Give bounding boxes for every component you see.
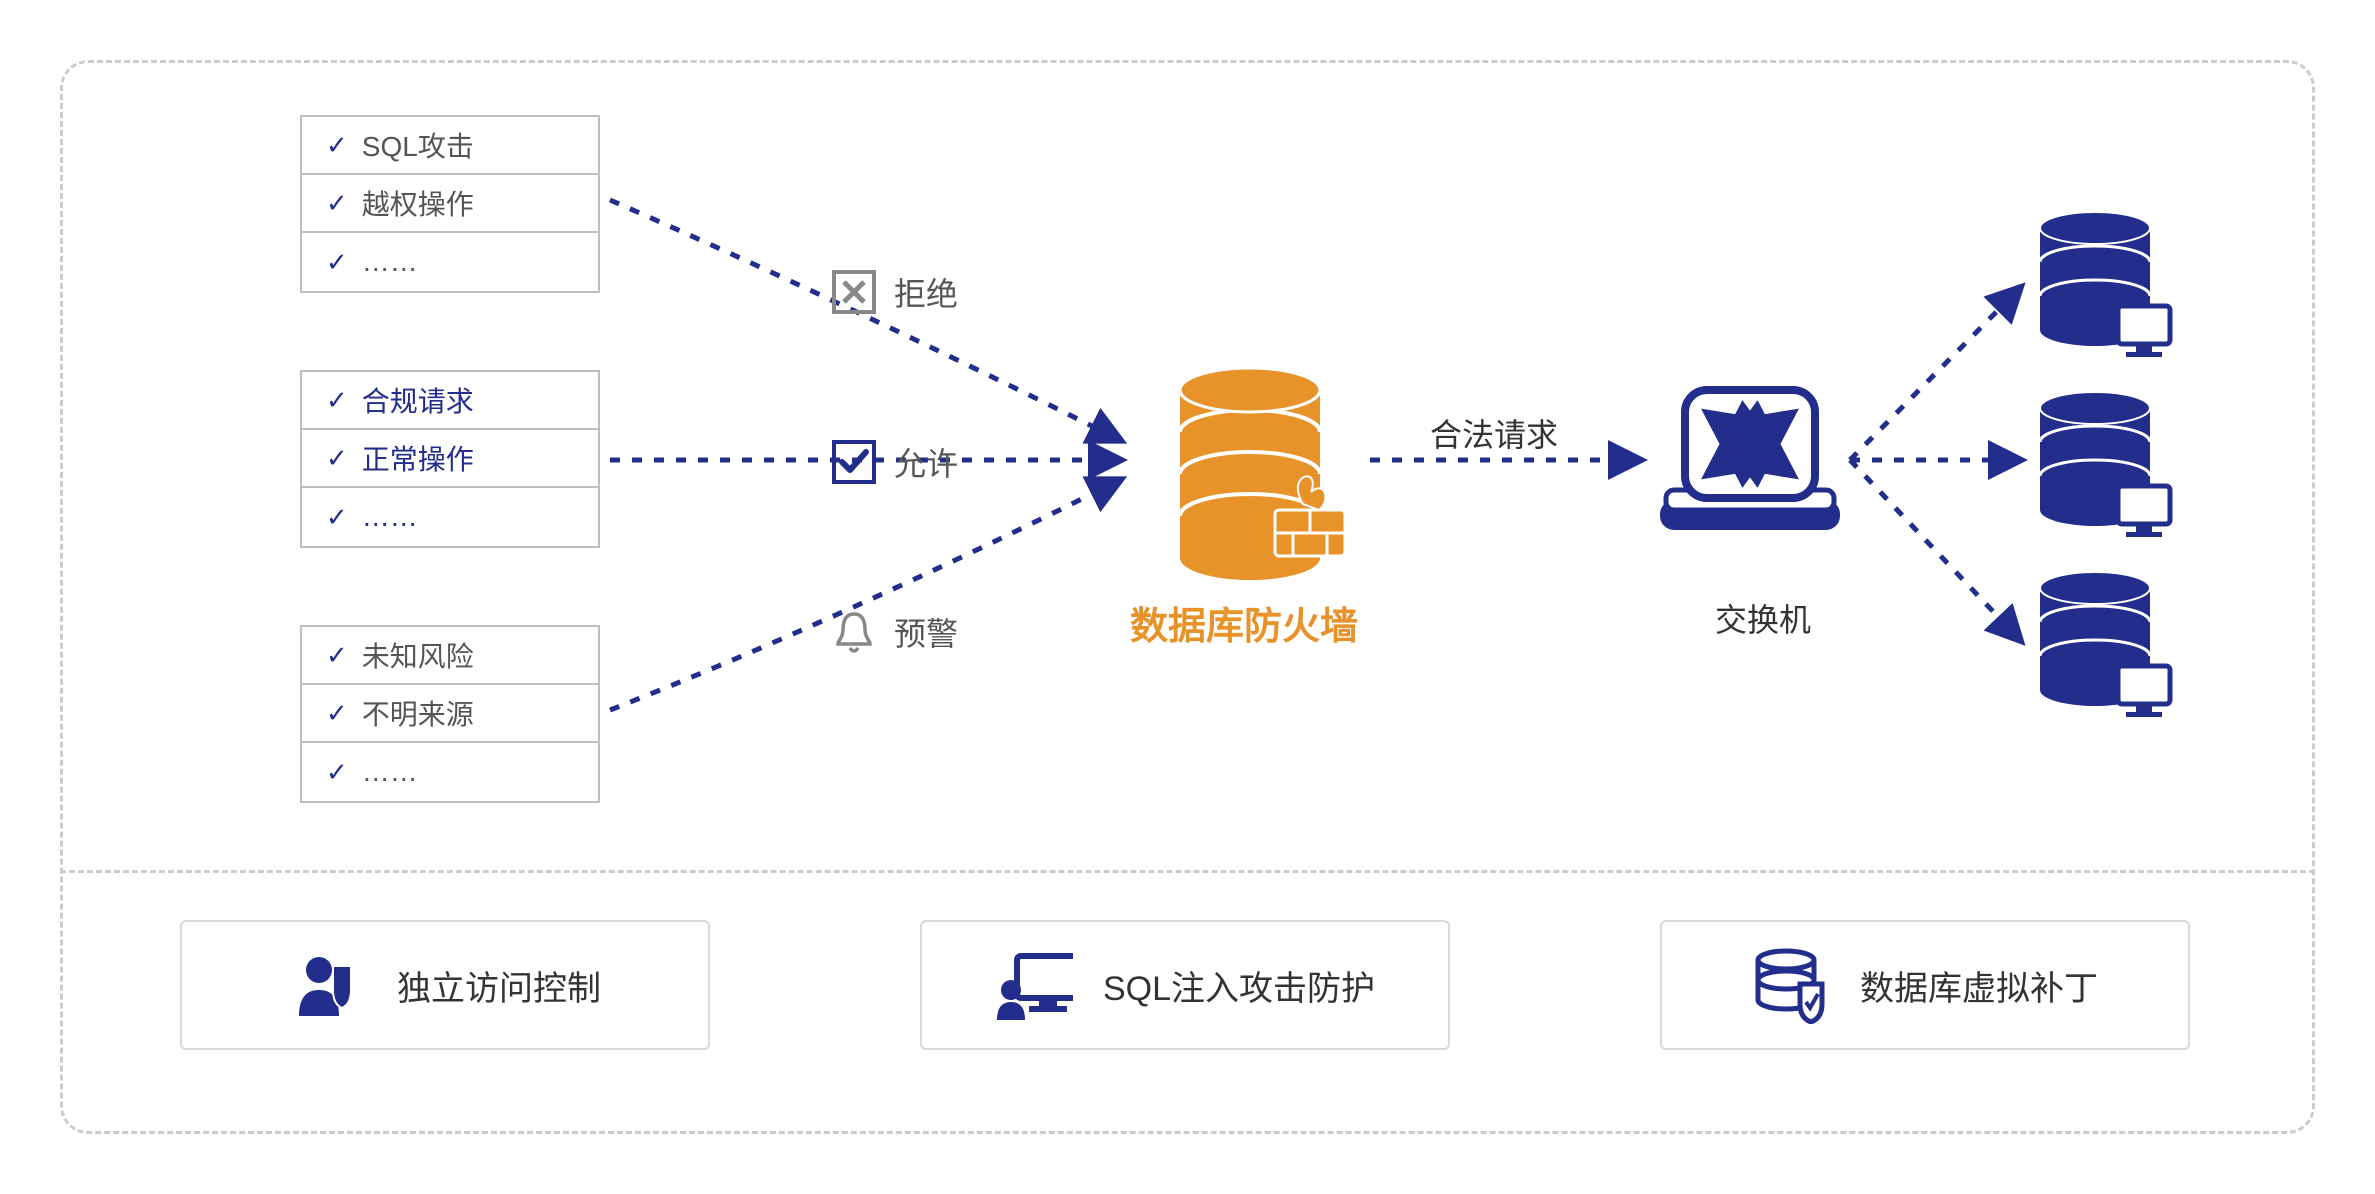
- request-row: ✓ 正常操作: [302, 430, 598, 488]
- legal-request-label: 合法请求: [1430, 410, 1558, 456]
- check-icon: ✓: [326, 698, 348, 729]
- feature-card-user-shield: 独立访问控制: [180, 920, 710, 1050]
- check-icon: ✓: [326, 502, 348, 533]
- x-box-icon: [830, 268, 878, 316]
- request-row-label: 越权操作: [362, 183, 474, 223]
- check-icon: ✓: [326, 385, 348, 416]
- check-box-icon: [830, 438, 878, 486]
- action-allow: 允许: [830, 438, 958, 486]
- request-row: ✓ 合规请求: [302, 372, 598, 430]
- check-icon: ✓: [326, 640, 348, 671]
- db-firewall-label: 数据库防火墙: [1130, 595, 1358, 650]
- request-row-label: 正常操作: [362, 438, 474, 478]
- feature-label: 数据库虚拟补丁: [1860, 961, 2098, 1010]
- feature-card-monitor-user: SQL注入攻击防护: [920, 920, 1450, 1050]
- action-alert: 预警: [830, 608, 958, 656]
- request-row: ✓ 未知风险: [302, 627, 598, 685]
- check-icon: ✓: [326, 130, 348, 161]
- request-row-label: ……: [362, 246, 418, 278]
- check-icon: ✓: [326, 188, 348, 219]
- action-label: 允许: [894, 439, 958, 485]
- monitor-user-icon: [995, 946, 1073, 1024]
- request-row-label: 合规请求: [362, 380, 474, 420]
- user-shield-icon: [289, 946, 367, 1024]
- request-row: ✓ 越权操作: [302, 175, 598, 233]
- check-icon: ✓: [326, 247, 348, 278]
- request-row-label: 不明来源: [362, 693, 474, 733]
- request-row: ✓ SQL攻击: [302, 117, 598, 175]
- action-label: 预警: [894, 609, 958, 655]
- request-row: ✓ ……: [302, 233, 598, 291]
- check-icon: ✓: [326, 757, 348, 788]
- request-row-label: ……: [362, 756, 418, 788]
- feature-label: 独立访问控制: [397, 961, 601, 1010]
- request-row-label: SQL攻击: [362, 125, 474, 165]
- request-group-2: ✓ 未知风险 ✓ 不明来源 ✓ ……: [300, 625, 600, 803]
- request-row-label: 未知风险: [362, 635, 474, 675]
- switch-label: 交换机: [1715, 595, 1811, 641]
- request-row: ✓ ……: [302, 743, 598, 801]
- horizontal-divider: [60, 870, 2315, 873]
- request-row: ✓ ……: [302, 488, 598, 546]
- action-reject: 拒绝: [830, 268, 958, 316]
- request-row-label: ……: [362, 501, 418, 533]
- action-label: 拒绝: [894, 269, 958, 315]
- request-group-0: ✓ SQL攻击 ✓ 越权操作 ✓ ……: [300, 115, 600, 293]
- request-group-1: ✓ 合规请求 ✓ 正常操作 ✓ ……: [300, 370, 600, 548]
- check-icon: ✓: [326, 443, 348, 474]
- feature-card-db-shield: 数据库虚拟补丁: [1660, 920, 2190, 1050]
- db-shield-icon: [1752, 946, 1830, 1024]
- request-row: ✓ 不明来源: [302, 685, 598, 743]
- bell-icon: [830, 608, 878, 656]
- feature-label: SQL注入攻击防护: [1103, 961, 1375, 1010]
